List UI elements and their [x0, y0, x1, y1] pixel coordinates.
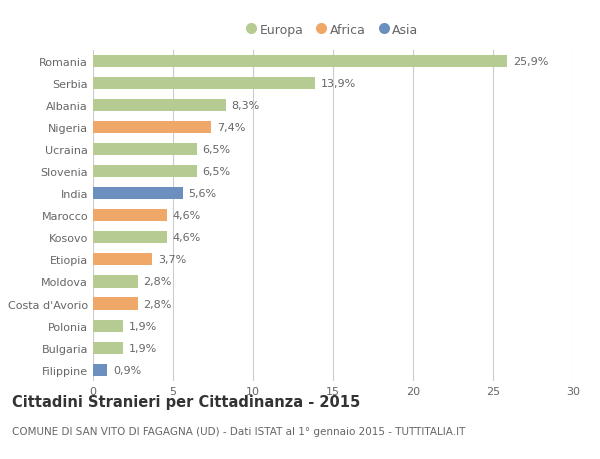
Text: 13,9%: 13,9% [321, 78, 356, 89]
Text: COMUNE DI SAN VITO DI FAGAGNA (UD) - Dati ISTAT al 1° gennaio 2015 - TUTTITALIA.: COMUNE DI SAN VITO DI FAGAGNA (UD) - Dat… [12, 426, 466, 436]
Text: 3,7%: 3,7% [158, 255, 186, 265]
Bar [93, 254, 152, 266]
Text: 6,5%: 6,5% [203, 167, 231, 177]
Bar [93, 298, 138, 310]
Bar [93, 364, 107, 376]
Bar [93, 320, 124, 332]
Text: 25,9%: 25,9% [513, 56, 548, 67]
Legend: Europa, Africa, Asia: Europa, Africa, Asia [243, 19, 423, 42]
Text: 1,9%: 1,9% [129, 343, 157, 353]
Bar [93, 166, 197, 178]
Text: 5,6%: 5,6% [188, 189, 217, 199]
Bar [93, 342, 124, 354]
Bar [93, 188, 182, 200]
Text: 8,3%: 8,3% [232, 101, 260, 111]
Bar [93, 210, 167, 222]
Text: 4,6%: 4,6% [172, 233, 200, 243]
Text: 0,9%: 0,9% [113, 365, 141, 375]
Text: Cittadini Stranieri per Cittadinanza - 2015: Cittadini Stranieri per Cittadinanza - 2… [12, 394, 360, 409]
Bar [93, 276, 138, 288]
Bar [93, 100, 226, 112]
Text: 6,5%: 6,5% [203, 145, 231, 155]
Text: 7,4%: 7,4% [217, 123, 245, 133]
Bar [93, 232, 167, 244]
Bar [93, 122, 211, 134]
Text: 1,9%: 1,9% [129, 321, 157, 331]
Bar [93, 56, 508, 67]
Text: 4,6%: 4,6% [172, 211, 200, 221]
Bar [93, 78, 316, 90]
Text: 2,8%: 2,8% [143, 299, 172, 309]
Text: 2,8%: 2,8% [143, 277, 172, 287]
Bar [93, 144, 197, 156]
